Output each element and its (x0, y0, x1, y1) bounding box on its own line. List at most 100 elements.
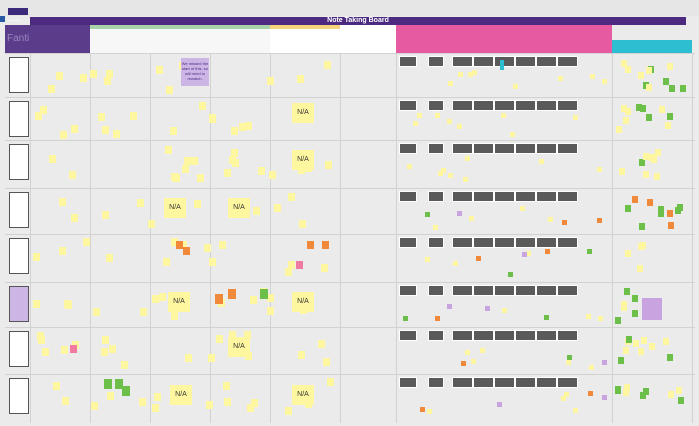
video-thumbnail[interactable] (557, 143, 578, 154)
sticky-note[interactable] (244, 331, 251, 339)
video-thumbnail[interactable] (473, 143, 494, 154)
sticky-note[interactable] (325, 161, 332, 169)
sticky-note[interactable] (102, 211, 109, 219)
sticky-note[interactable] (166, 86, 173, 94)
sticky-note[interactable] (165, 146, 172, 154)
sticky-note[interactable] (176, 241, 183, 249)
sticky-note[interactable] (71, 214, 78, 222)
sticky-note[interactable] (587, 249, 592, 254)
video-thumbnail[interactable] (557, 377, 578, 388)
sticky-note[interactable] (458, 72, 463, 77)
video-thumbnail[interactable] (428, 285, 444, 296)
sticky-note[interactable] (469, 216, 474, 221)
participant-row-card[interactable] (9, 286, 29, 322)
sticky-note[interactable] (471, 359, 476, 364)
sticky-note[interactable] (223, 382, 230, 390)
sticky-note[interactable] (251, 399, 258, 407)
sticky-note[interactable] (229, 331, 236, 339)
sticky-note[interactable] (324, 61, 331, 69)
sticky-note[interactable] (322, 241, 329, 249)
sticky-note[interactable] (204, 244, 211, 252)
sticky-note[interactable] (597, 218, 602, 223)
sticky-note[interactable] (643, 171, 649, 178)
sticky-note[interactable] (38, 336, 45, 344)
video-thumbnail[interactable] (536, 191, 557, 202)
video-thumbnail[interactable] (515, 191, 536, 202)
sticky-note[interactable] (258, 167, 265, 175)
sticky-note[interactable] (93, 308, 100, 316)
sticky-note[interactable] (40, 106, 47, 114)
video-thumbnail[interactable] (452, 237, 473, 248)
sticky-note[interactable] (590, 74, 595, 79)
sticky-note[interactable] (438, 171, 443, 176)
sticky-note[interactable] (250, 296, 257, 304)
sticky-note[interactable] (245, 122, 252, 130)
video-thumbnail[interactable] (428, 143, 444, 154)
participant-row-card[interactable] (9, 331, 29, 367)
video-thumbnail[interactable] (473, 56, 494, 67)
video-thumbnail[interactable] (399, 100, 417, 111)
sticky-note[interactable] (101, 348, 108, 356)
sticky-note[interactable] (658, 206, 664, 213)
sticky-note[interactable] (665, 122, 671, 129)
sticky-note[interactable] (323, 358, 330, 366)
sticky-note[interactable] (260, 289, 268, 299)
sticky-note[interactable] (171, 238, 178, 246)
sticky-note[interactable] (639, 159, 645, 166)
sticky-note[interactable] (668, 222, 674, 229)
video-thumbnail[interactable] (428, 100, 444, 111)
sticky-note[interactable] (640, 105, 646, 112)
video-thumbnail[interactable] (536, 330, 557, 341)
video-thumbnail[interactable] (428, 330, 444, 341)
sticky-note[interactable] (267, 294, 274, 302)
participant-row-card[interactable] (9, 192, 29, 228)
sticky-note[interactable] (667, 63, 673, 70)
sticky-note[interactable] (624, 384, 630, 391)
sticky-note[interactable] (206, 401, 213, 409)
sticky-note[interactable] (447, 119, 452, 124)
sticky-note[interactable] (522, 252, 527, 257)
sticky-note[interactable] (646, 114, 652, 121)
sticky-note[interactable] (239, 123, 246, 131)
video-thumbnail[interactable] (515, 285, 536, 296)
sticky-note[interactable] (621, 105, 627, 112)
sticky-note[interactable] (621, 60, 627, 67)
sticky-note[interactable] (327, 378, 334, 386)
sticky-note[interactable] (425, 257, 430, 262)
sticky-note[interactable] (171, 312, 178, 320)
video-thumbnail[interactable] (473, 100, 494, 111)
sticky-note[interactable] (513, 84, 518, 89)
sticky-note[interactable] (60, 131, 67, 139)
sticky-note[interactable] (91, 402, 98, 410)
sticky-note[interactable] (573, 408, 578, 413)
video-thumbnail[interactable] (452, 377, 473, 388)
sticky-note[interactable] (480, 348, 485, 353)
sticky-note[interactable] (288, 193, 295, 201)
sticky-note[interactable] (497, 402, 502, 407)
sticky-note[interactable] (633, 340, 639, 347)
sticky-note[interactable] (417, 113, 422, 118)
sticky-note[interactable] (173, 174, 180, 182)
sticky-note[interactable] (130, 112, 137, 120)
sticky-note[interactable] (90, 70, 97, 78)
na-note[interactable]: N/A (168, 292, 190, 312)
video-thumbnail[interactable] (557, 100, 578, 111)
video-thumbnail[interactable] (399, 330, 417, 341)
sticky-note[interactable] (318, 340, 325, 348)
sticky-note[interactable] (667, 210, 673, 217)
video-thumbnail[interactable] (473, 191, 494, 202)
sticky-note[interactable] (624, 288, 630, 295)
sticky-note[interactable] (183, 247, 190, 255)
sticky-note[interactable] (208, 354, 215, 362)
sticky-note[interactable] (463, 177, 468, 182)
sticky-note[interactable] (651, 156, 657, 163)
participant-row-card[interactable] (9, 238, 29, 274)
sticky-note[interactable] (37, 332, 44, 340)
sticky-note[interactable] (407, 164, 412, 169)
sticky-note[interactable] (561, 396, 566, 401)
sticky-note[interactable] (163, 258, 170, 266)
sticky-note[interactable] (659, 106, 665, 113)
video-thumbnail[interactable] (536, 56, 557, 67)
sticky-note[interactable] (154, 393, 161, 401)
sticky-note[interactable] (185, 354, 192, 362)
